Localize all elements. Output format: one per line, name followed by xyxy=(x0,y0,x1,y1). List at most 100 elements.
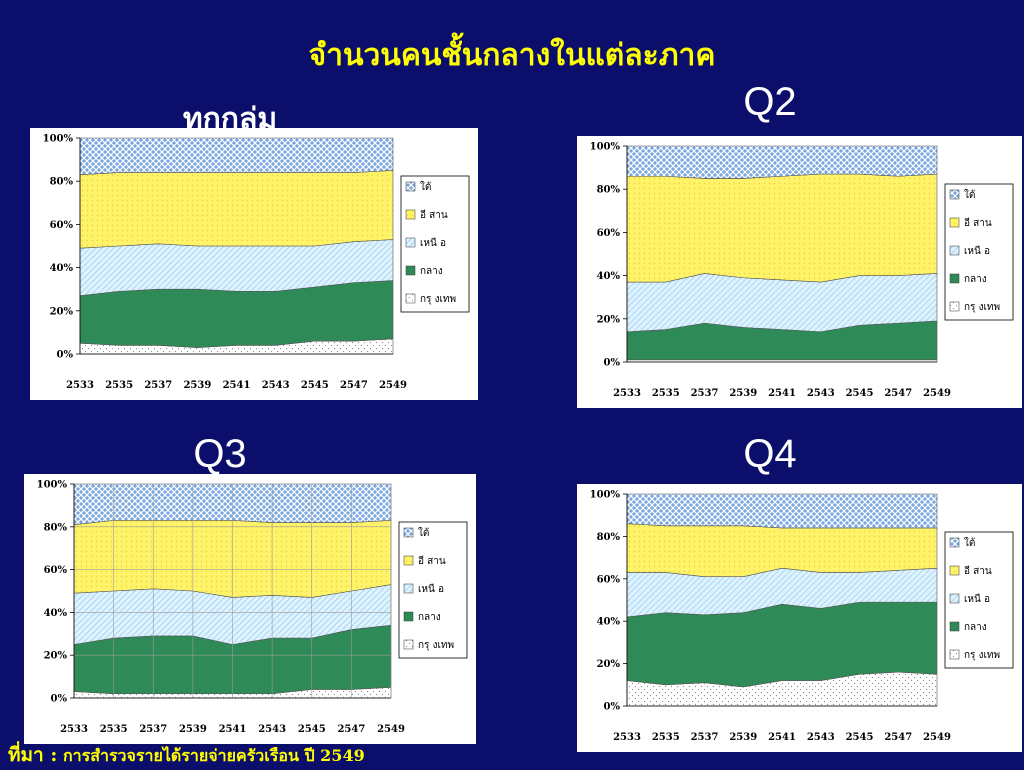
legend-swatch-north xyxy=(949,593,960,604)
chart-title-q2: Q2 xyxy=(743,80,797,124)
legend-label-northeast: อี สาน xyxy=(964,217,992,229)
x-tick-label: 2537 xyxy=(691,388,719,399)
legend-swatch-bangkok xyxy=(949,301,960,312)
x-tick-label: 2533 xyxy=(60,724,88,735)
legend-label-bangkok: กรุ งเทพ xyxy=(964,302,1000,313)
y-tick-label: 0% xyxy=(604,358,621,369)
x-tick-label: 2547 xyxy=(884,732,912,743)
legend-label-bangkok: กรุ งเทพ xyxy=(420,294,456,305)
legend-swatch-north xyxy=(405,237,416,248)
y-tick-label: 40% xyxy=(597,271,621,282)
legend-label-central: กลาง xyxy=(964,274,987,285)
y-tick-label: 100% xyxy=(43,134,74,145)
x-tick-label: 2547 xyxy=(337,724,365,735)
legend-label-bangkok: กรุ งเทพ xyxy=(964,650,1000,661)
y-tick-label: 60% xyxy=(50,220,74,231)
legend-swatch-bangkok xyxy=(405,293,416,304)
x-tick-label: 2533 xyxy=(613,732,641,743)
legend-label-south: ใต้ xyxy=(964,537,975,549)
legend-label-north: เหนื อ xyxy=(964,245,990,257)
chart-q3: 0% 20% 40% 60% 80% 100% 2533 2535 2537 2539 2541 25… xyxy=(37,480,468,735)
x-tick-label: 2539 xyxy=(729,732,757,743)
x-tick-label: 2533 xyxy=(66,380,94,391)
y-tick-label: 20% xyxy=(597,314,621,325)
x-tick-label: 2535 xyxy=(652,732,680,743)
chart-panel-all: 0% 20% 40% 60% 80% 100% 2533 2535 2537 2539 2541 25… xyxy=(30,128,478,400)
area-south xyxy=(626,145,938,179)
chart-title-q4: Q4 xyxy=(743,432,797,476)
legend-label-north: เหนื อ xyxy=(418,583,444,595)
legend-label-bangkok: กรุ งเทพ xyxy=(418,640,454,651)
source-label: ที่มา : xyxy=(8,744,58,766)
y-tick-label: 40% xyxy=(44,608,68,619)
legend-swatch-central xyxy=(949,621,960,632)
chart-panel-q3: 0% 20% 40% 60% 80% 100% 2533 2535 2537 2539 2541 25… xyxy=(24,474,476,744)
x-tick-label: 2549 xyxy=(379,380,407,391)
x-tick-label: 2547 xyxy=(884,388,912,399)
x-tick-label: 2539 xyxy=(183,380,211,391)
legend-swatch-central xyxy=(403,611,414,622)
source-text: การสำรวจรายได้รายจ่ายครัวเรือน ปี 2549 xyxy=(62,746,365,765)
legend-swatch-central xyxy=(949,273,960,284)
y-tick-label: 20% xyxy=(597,659,621,670)
area-north xyxy=(626,273,938,333)
x-tick-label: 2535 xyxy=(105,380,133,391)
legend-swatch-northeast xyxy=(949,565,960,576)
x-tick-label: 2543 xyxy=(262,380,290,391)
x-tick-label: 2545 xyxy=(846,388,874,399)
y-tick-label: 0% xyxy=(57,350,74,361)
x-tick-label: 2541 xyxy=(219,724,247,735)
x-tick-label: 2537 xyxy=(139,724,167,735)
y-tick-label: 80% xyxy=(597,185,621,196)
legend-swatch-south xyxy=(949,189,960,200)
y-tick-label: 80% xyxy=(44,522,68,533)
legend-label-south: ใต้ xyxy=(418,527,429,539)
legend-swatch-north xyxy=(949,245,960,256)
legend-swatch-south xyxy=(405,181,416,192)
chart-q4: 0% 20% 40% 60% 80% 100% 2533 2535 2537 2539 2541 25… xyxy=(590,490,1014,743)
y-tick-label: 60% xyxy=(597,228,621,239)
legend-swatch-northeast xyxy=(949,217,960,228)
y-tick-label: 0% xyxy=(51,694,68,705)
x-tick-label: 2545 xyxy=(298,724,326,735)
x-tick-label: 2545 xyxy=(301,380,329,391)
y-tick-label: 100% xyxy=(37,480,68,491)
legend-swatch-south xyxy=(949,537,960,548)
chart-q2: 0% 20% 40% 60% 80% 100% 2533 2535 2537 2539 2541 25… xyxy=(590,142,1014,399)
legend-swatch-bangkok xyxy=(949,649,960,660)
legend-swatch-bangkok xyxy=(403,639,414,650)
x-tick-label: 2549 xyxy=(923,388,951,399)
x-tick-label: 2549 xyxy=(377,724,405,735)
y-tick-label: 60% xyxy=(597,574,621,585)
area-south xyxy=(79,137,394,176)
y-tick-label: 40% xyxy=(597,617,621,628)
legend-swatch-north xyxy=(403,583,414,594)
x-tick-label: 2541 xyxy=(768,388,796,399)
legend-label-northeast: อี สาน xyxy=(964,565,992,577)
x-tick-label: 2535 xyxy=(652,388,680,399)
x-tick-label: 2533 xyxy=(613,388,641,399)
y-tick-label: 80% xyxy=(50,177,74,188)
area-northeast xyxy=(626,173,938,283)
x-tick-label: 2537 xyxy=(144,380,172,391)
legend-box xyxy=(400,175,470,313)
legend-label-central: กลาง xyxy=(964,622,987,633)
x-tick-label: 2539 xyxy=(179,724,207,735)
x-tick-label: 2543 xyxy=(807,732,835,743)
legend-label-northeast: อี สาน xyxy=(418,555,446,567)
legend-label-north: เหนื อ xyxy=(420,237,446,249)
y-tick-label: 60% xyxy=(44,565,68,576)
chart-title-q3: Q3 xyxy=(193,432,247,476)
x-tick-label: 2539 xyxy=(729,388,757,399)
legend-swatch-south xyxy=(403,527,414,538)
y-tick-label: 20% xyxy=(50,306,74,317)
chart-all: 0% 20% 40% 60% 80% 100% 2533 2535 2537 2539 2541 25… xyxy=(43,134,470,391)
y-tick-label: 0% xyxy=(604,702,621,713)
page-number: 24 xyxy=(940,706,959,725)
y-tick-label: 40% xyxy=(50,263,74,274)
x-tick-label: 2549 xyxy=(923,732,951,743)
x-tick-label: 2537 xyxy=(691,732,719,743)
legend-swatch-northeast xyxy=(403,555,414,566)
y-tick-label: 80% xyxy=(597,532,621,543)
x-tick-label: 2543 xyxy=(258,724,286,735)
